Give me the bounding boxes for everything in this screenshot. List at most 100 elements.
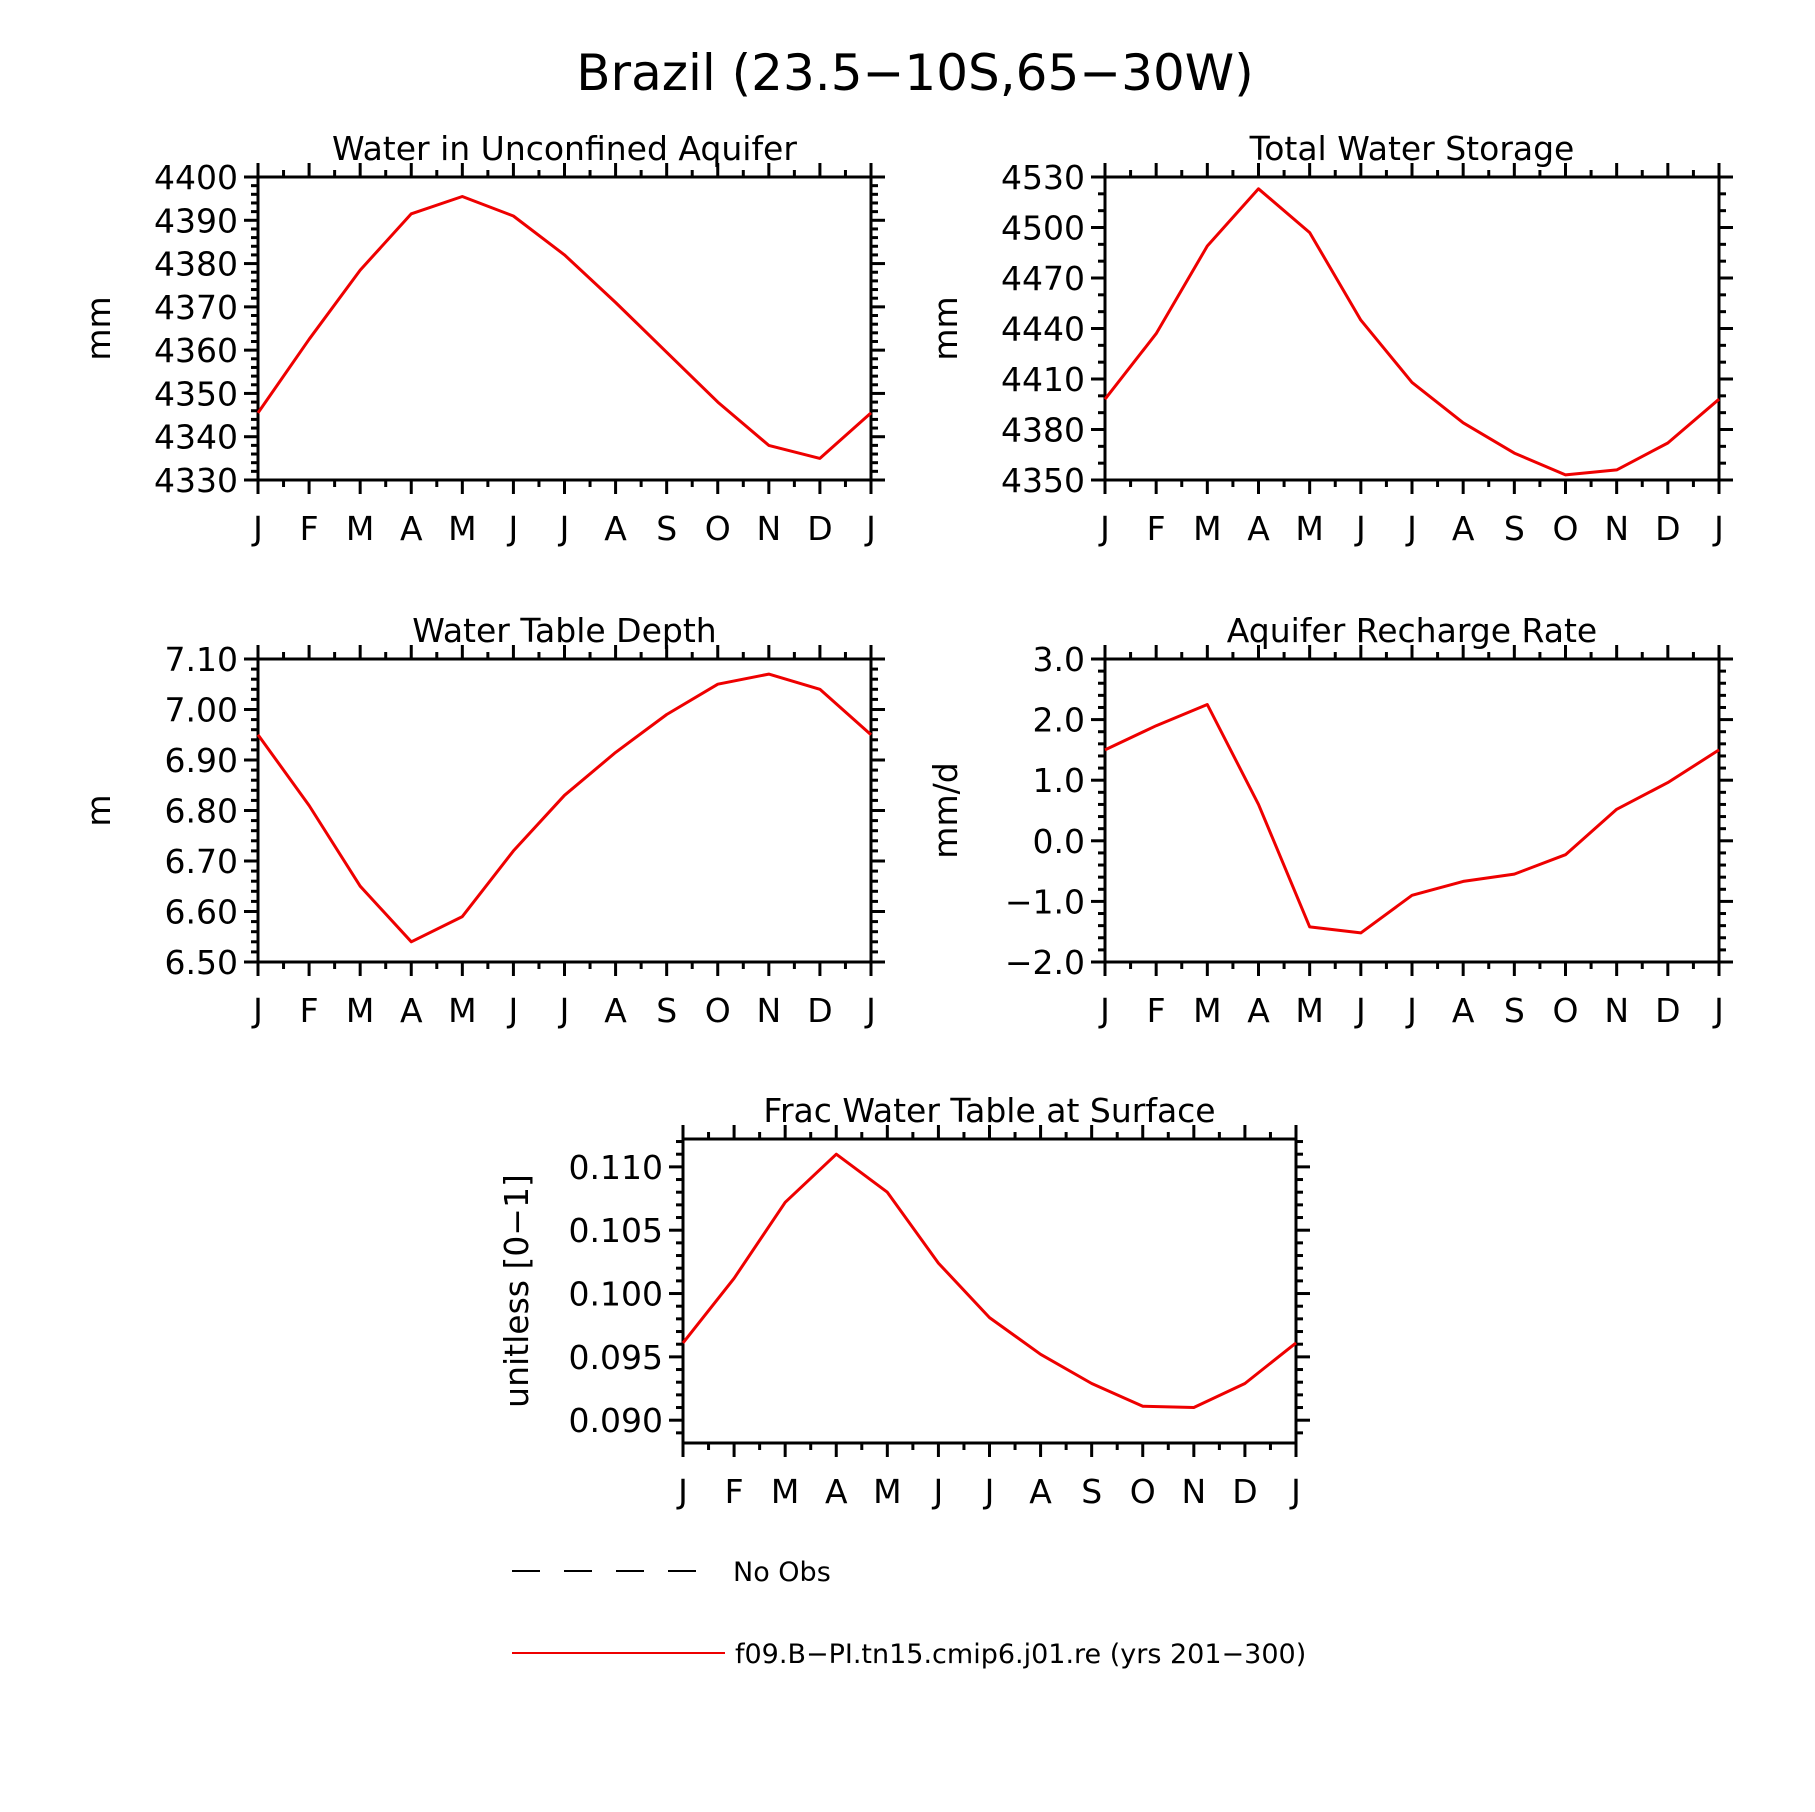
figure-title: Brazil (23.5−10S,65−30W) (576, 44, 1254, 102)
y-tick-label: 4410 (1001, 360, 1085, 399)
panels: J F M A M J J A S O N D J433043404350436043704380439… (79, 129, 1733, 1511)
x-tick-label: A (825, 1472, 848, 1511)
plot-frame (681, 1137, 1298, 1445)
y-tick-label: 3.0 (1033, 640, 1085, 679)
x-tick-label: O (705, 509, 731, 548)
ticks (1091, 645, 1733, 976)
y-axis-label: mm/d (926, 762, 965, 858)
x-tick-label: J (864, 991, 876, 1030)
x-tick-label: D (1655, 509, 1680, 548)
x-tick-label: D (807, 991, 832, 1030)
x-tick-label: J (1289, 1472, 1301, 1511)
panel-aquifer-recharge-rate: J F M A M J J A S O N D J−2.0−1.00.01.02.03.0Aquifer… (926, 611, 1733, 1030)
x-tick-label: J (1712, 991, 1724, 1030)
x-tick-label: A (1247, 509, 1270, 548)
y-tick-label: 4340 (154, 418, 238, 457)
x-tick-label: D (1655, 991, 1680, 1030)
x-tick-label: M (771, 1472, 799, 1511)
y-tick-label: −2.0 (1005, 943, 1085, 982)
x-tick-label: N (1181, 1472, 1206, 1511)
panel-title: Water in Unconfined Aquifer (332, 129, 797, 168)
x-tick-label: J (558, 991, 570, 1030)
x-tick-label: M (1295, 991, 1323, 1030)
x-tick-label: N (756, 509, 781, 548)
y-axis-label: mm (79, 296, 118, 360)
series-line (681, 1152, 1297, 1409)
x-tick-label: S (1081, 1472, 1102, 1511)
x-tick-label: O (1553, 991, 1579, 1030)
series-line (256, 195, 872, 460)
y-tick-label: −1.0 (1005, 882, 1085, 921)
panel-unconfined-aquifer: J F M A M J J A S O N D J433043404350436043704380439… (79, 129, 885, 548)
y-axis-label: unitless [0−1] (497, 1174, 536, 1408)
x-tick-label: F (300, 509, 319, 548)
x-tick-label: M (1193, 991, 1221, 1030)
y-tick-label: 6.70 (165, 842, 238, 881)
x-tick-label: A (1452, 991, 1475, 1030)
x-tick-label: J (1354, 991, 1366, 1030)
plot-frame (256, 657, 873, 964)
y-tick-label: 4380 (154, 245, 238, 284)
x-tick-label: A (1247, 991, 1270, 1030)
y-tick-label: 4350 (154, 374, 238, 413)
y-axis-label: m (79, 794, 118, 826)
x-tick-label: J (558, 509, 570, 548)
x-tick-label: J (1405, 509, 1417, 548)
plot-frame (1103, 657, 1721, 964)
y-tick-label: 4500 (1001, 209, 1085, 248)
x-tick-label: N (1604, 991, 1629, 1030)
y-tick-label: 7.10 (165, 640, 238, 679)
x-tick-label: A (400, 991, 423, 1030)
x-tick-label: J (1405, 991, 1417, 1030)
legend-no-obs-label: No Obs (733, 1557, 831, 1588)
x-tick-label: F (300, 991, 319, 1030)
x-tick-label: M (1295, 509, 1323, 548)
x-tick-label: J (1712, 509, 1724, 548)
x-tick-label: J (507, 991, 519, 1030)
plot-frame (1103, 175, 1721, 482)
y-axis-label: mm (926, 296, 965, 360)
panel-title: Frac Water Table at Surface (763, 1091, 1215, 1130)
series-line (1103, 187, 1720, 477)
x-tick-label: A (1452, 509, 1475, 548)
y-tick-label: 6.90 (165, 741, 238, 780)
panel-title: Total Water Storage (1249, 129, 1575, 168)
x-tick-label: J (507, 509, 519, 548)
x-tick-label: F (1147, 509, 1166, 548)
x-tick-label: F (1147, 991, 1166, 1030)
y-tick-label: 0.090 (569, 1401, 663, 1440)
x-tick-label: S (1504, 509, 1525, 548)
y-tick-label: 0.105 (569, 1211, 663, 1250)
y-tick-label: 4470 (1001, 259, 1085, 298)
ticks (1091, 163, 1733, 494)
y-tick-label: 4400 (154, 158, 238, 197)
y-tick-label: 4350 (1001, 461, 1085, 500)
x-tick-label: J (983, 1472, 995, 1511)
y-tick-label: 4530 (1001, 158, 1085, 197)
x-tick-label: O (1553, 509, 1579, 548)
y-tick-label: 6.80 (165, 792, 238, 831)
x-tick-label: S (656, 509, 677, 548)
y-tick-label: 4440 (1001, 310, 1085, 349)
legend: No Obs f09.B−PI.tn15.cmip6.j01.re (yrs 2… (512, 1557, 1306, 1670)
ticks (244, 163, 885, 494)
x-tick-label: J (932, 1472, 944, 1511)
x-tick-label: F (725, 1472, 744, 1511)
panel-title: Aquifer Recharge Rate (1227, 611, 1597, 650)
legend-model-label: f09.B−PI.tn15.cmip6.j01.re (yrs 201−300) (735, 1639, 1306, 1670)
y-tick-label: 2.0 (1033, 701, 1085, 740)
panel-title: Water Table Depth (412, 611, 716, 650)
panel-water-table-depth: J F M A M J J A S O N D J6.506.606.706.806.907.007.1… (79, 611, 885, 1030)
x-tick-label: J (1098, 509, 1110, 548)
y-tick-label: 4390 (154, 201, 238, 240)
x-tick-label: J (676, 1472, 688, 1511)
x-tick-label: O (1130, 1472, 1156, 1511)
y-tick-label: 4330 (154, 461, 238, 500)
x-tick-label: A (1029, 1472, 1052, 1511)
ticks (669, 1125, 1310, 1457)
ticks (244, 645, 885, 976)
x-tick-label: N (756, 991, 781, 1030)
x-tick-label: S (656, 991, 677, 1030)
y-tick-label: 7.00 (165, 691, 238, 730)
x-tick-label: N (1604, 509, 1629, 548)
